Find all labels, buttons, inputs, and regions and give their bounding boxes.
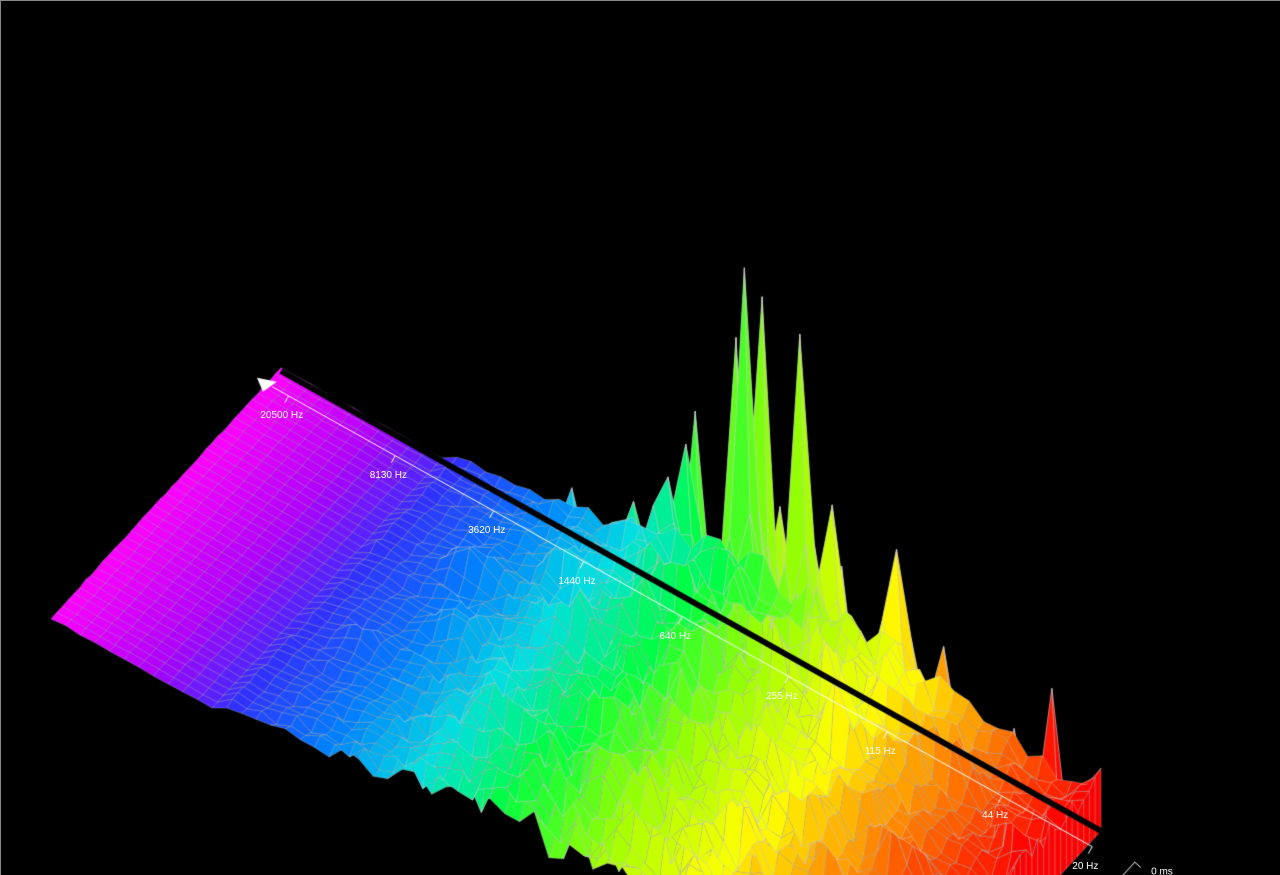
axis-tick-label: 640 Hz [660, 631, 692, 642]
axis-tick-label: 8130 Hz [370, 470, 407, 481]
spectrogram-3d-chart: 20 Hz 44 Hz 115 Hz 255 Hz 640 Hz 1440 Hz 3620 … [0, 0, 1280, 875]
axis-tick-label: 3620 Hz [468, 525, 505, 536]
axis-tick-label: 1440 Hz [558, 576, 595, 587]
axis-tick-label: 0 ms [1151, 866, 1173, 875]
axis-tick-label: 115 Hz [865, 746, 896, 757]
axis-tick-label: 44 Hz [982, 810, 1008, 821]
axis-tick-label: 255 Hz [766, 691, 798, 702]
surface-canvas [1, 1, 1280, 875]
axis-tick-label: 20500 Hz [260, 410, 303, 421]
axis-tick-label: 20 Hz [1072, 861, 1098, 872]
